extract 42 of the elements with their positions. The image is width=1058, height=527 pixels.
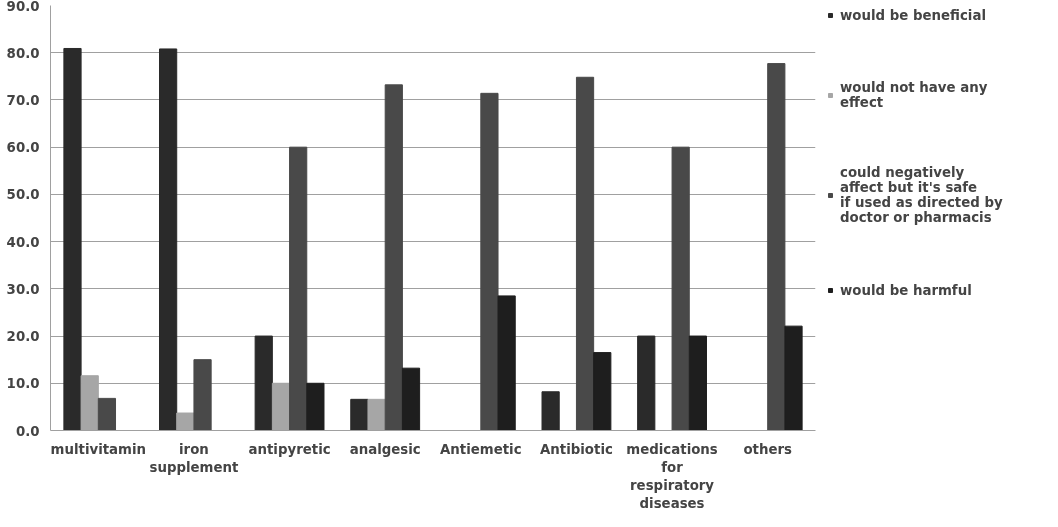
bar xyxy=(289,146,308,431)
legend-label: could negatively affect but it's safe if used as directed by doctor or pharmacis xyxy=(840,165,1003,225)
bar xyxy=(384,84,403,431)
bar xyxy=(593,352,612,431)
x-tick-label: Antiemetic xyxy=(440,441,522,457)
bar xyxy=(401,367,421,431)
y-tick-label: 50.0 xyxy=(6,187,40,203)
y-tick-label: 0.0 xyxy=(15,423,40,439)
y-tick-label: 90.0 xyxy=(6,0,40,14)
bar xyxy=(350,398,369,431)
bar xyxy=(306,382,325,431)
y-tick-label: 80.0 xyxy=(6,45,40,61)
bar xyxy=(63,47,82,431)
bar xyxy=(767,63,786,431)
x-tick-label: Antibiotic xyxy=(540,441,613,457)
y-tick-label: 60.0 xyxy=(6,140,40,156)
legend-label: would be beneficial xyxy=(840,6,986,25)
bar xyxy=(159,48,178,431)
x-tick-label: multivitamin xyxy=(50,441,147,457)
y-tick-label: 70.0 xyxy=(6,92,40,108)
x-tick-label: antipyretic xyxy=(248,441,331,457)
bar xyxy=(541,391,560,431)
bar xyxy=(497,295,516,431)
bar xyxy=(671,146,690,431)
x-tick-label: analgesic xyxy=(349,441,421,457)
legend-label: would be harmful xyxy=(840,281,972,300)
y-tick-label: 30.0 xyxy=(6,281,40,297)
bar xyxy=(637,335,656,431)
y-tick-label: 10.0 xyxy=(6,376,40,392)
bar xyxy=(480,92,499,431)
bar xyxy=(97,397,117,431)
x-tick-label: others xyxy=(743,441,793,457)
bar xyxy=(688,335,707,431)
legend-label: would not have any effect xyxy=(840,80,988,110)
bar xyxy=(193,359,212,431)
x-tick-label: iron supplement xyxy=(149,441,240,475)
y-tick-label: 20.0 xyxy=(6,329,40,345)
bar xyxy=(784,325,803,431)
bar xyxy=(254,335,273,431)
x-tick-label: medications for respiratory diseases xyxy=(626,441,718,511)
y-tick-label: 40.0 xyxy=(6,234,40,250)
bar xyxy=(575,76,595,431)
